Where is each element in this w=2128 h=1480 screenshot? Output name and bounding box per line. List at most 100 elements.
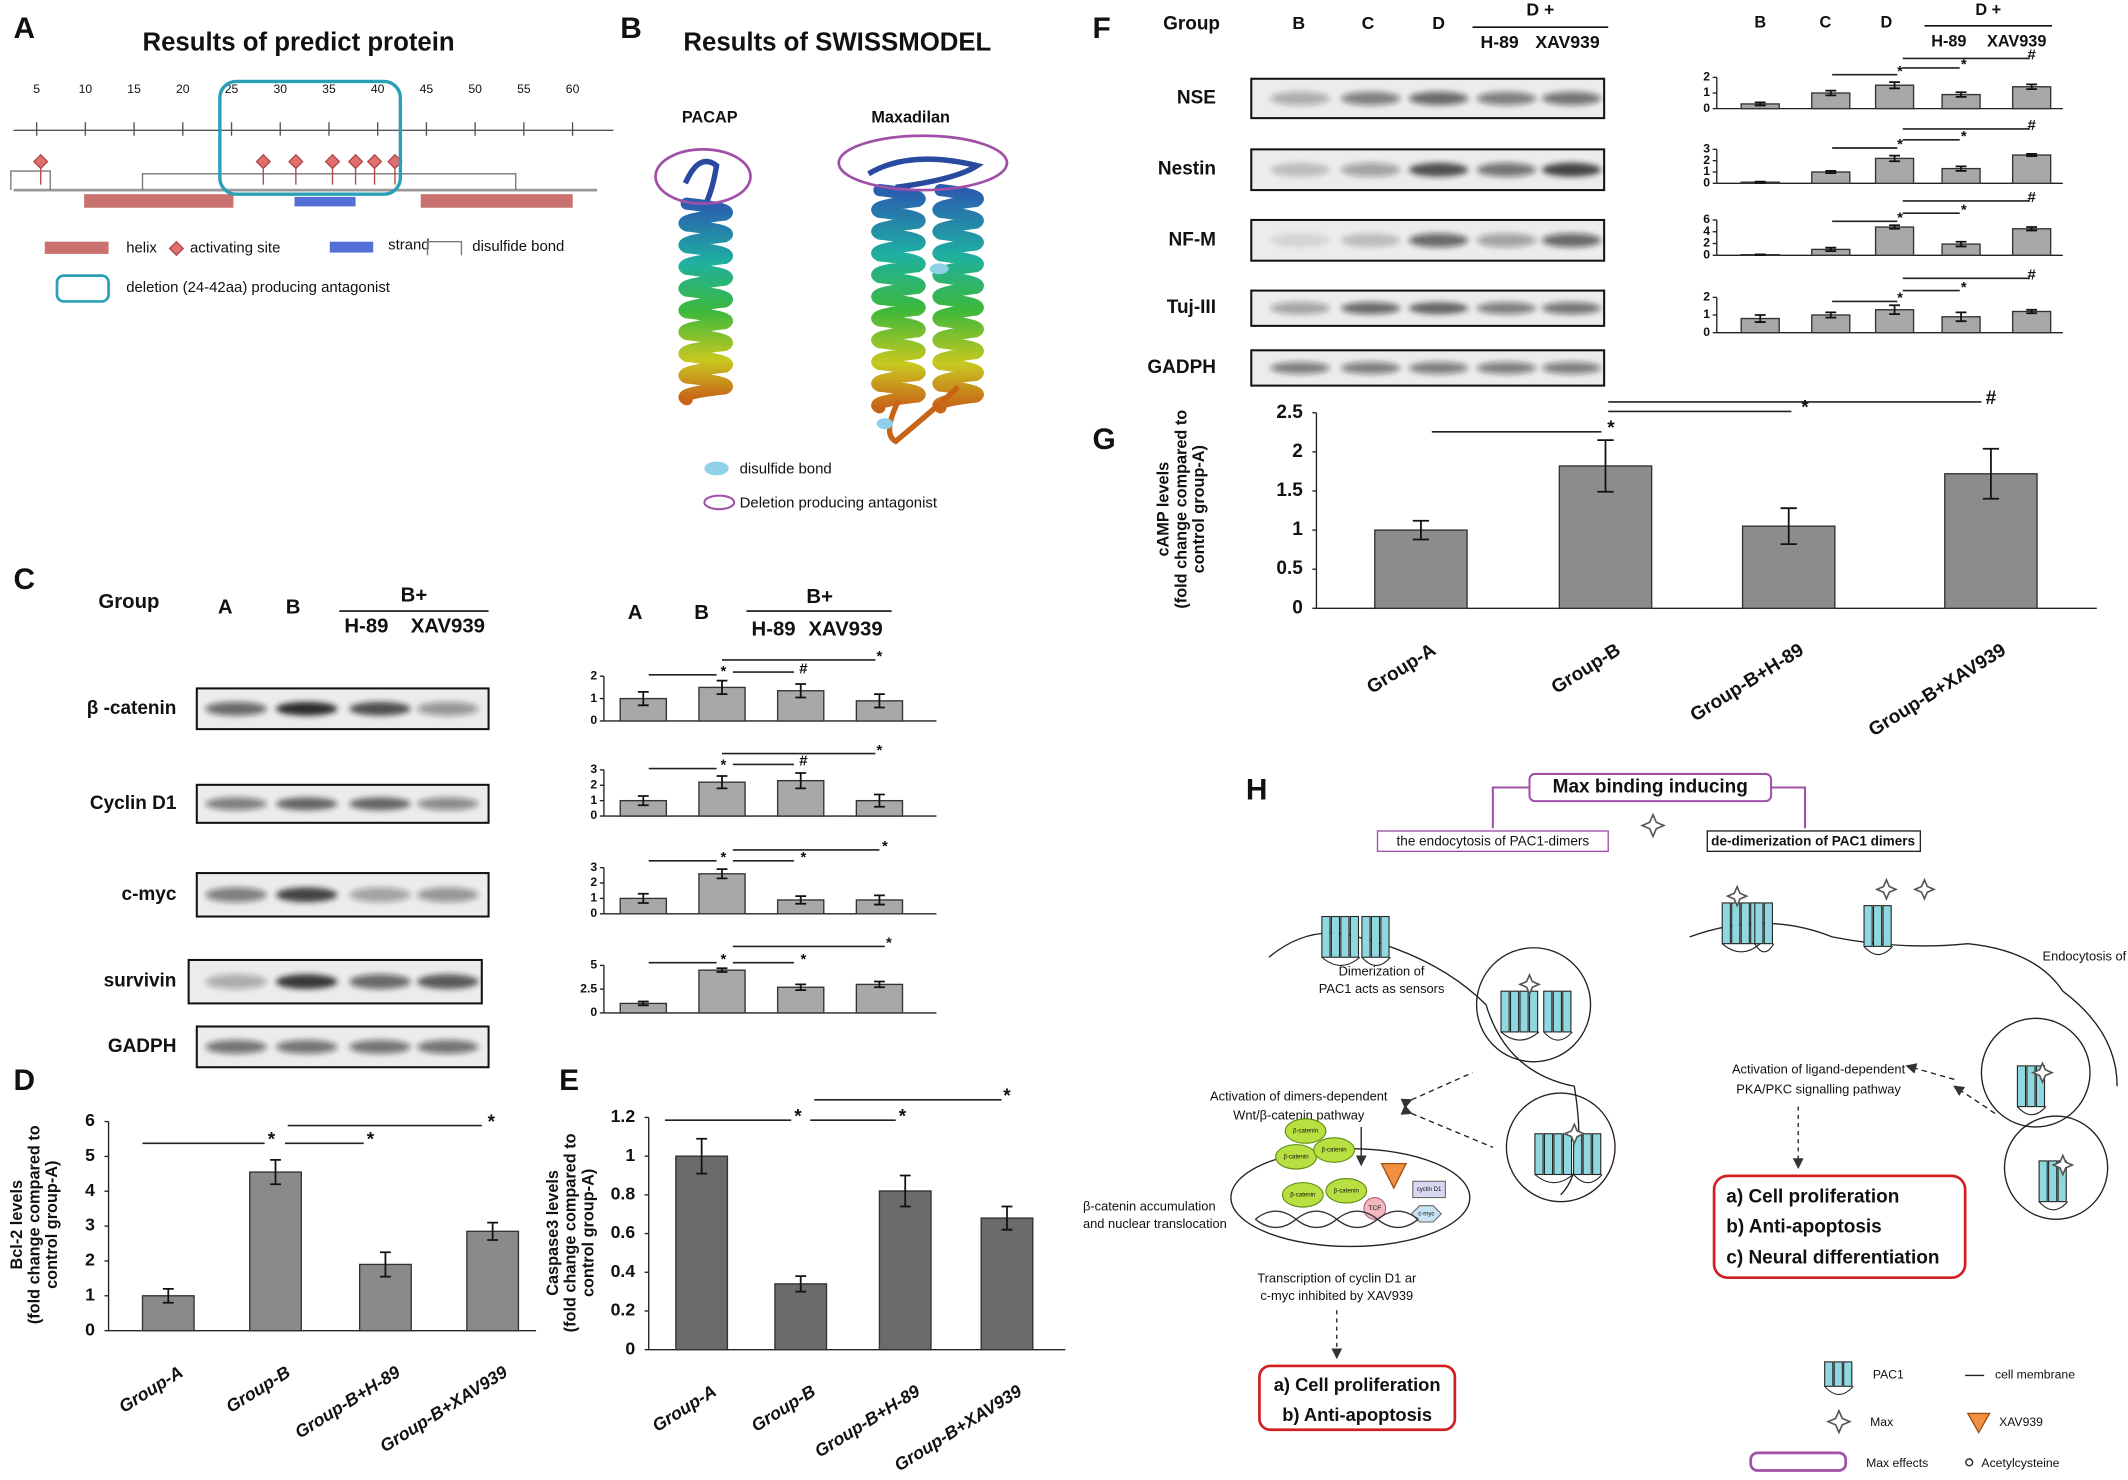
receptor-loop	[2038, 1201, 2069, 1211]
y-tick-label: 1.5	[1276, 480, 1303, 501]
bar	[2011, 154, 2052, 184]
blot-band	[275, 974, 338, 990]
outcome-text: c) Neural differentiation	[1726, 1248, 1939, 1269]
receptor-loop	[1754, 943, 1775, 953]
blot-band	[1341, 162, 1401, 177]
max-icon	[1562, 1122, 1586, 1146]
max-icon	[1874, 877, 1898, 901]
vesicle	[1475, 947, 1592, 1063]
legend-label: disulfide bond	[740, 461, 832, 478]
error-bar	[637, 795, 649, 807]
significance-label: *	[801, 951, 807, 968]
icon-label: β-catenin	[1283, 1153, 1308, 1160]
blot-band	[1341, 361, 1401, 374]
beta-catenin-icon	[1325, 1178, 1368, 1204]
error-bar	[1889, 224, 1900, 230]
legend-label: cell membrane	[1995, 1368, 2075, 1382]
pac1-receptor	[1552, 990, 1562, 1033]
ruler-tick-label: 60	[566, 82, 580, 96]
disulfide-marker	[876, 418, 893, 430]
error-bar	[1955, 311, 1967, 323]
group-header: B	[286, 597, 301, 619]
legend-swatch	[704, 461, 729, 476]
legend-label: PAC1	[1873, 1368, 1904, 1382]
icon-label: c-myc	[1418, 1210, 1434, 1217]
group-header: H-89	[1931, 32, 1966, 50]
blot-row-label: Cyclin D1	[90, 793, 177, 814]
error-bar	[1597, 439, 1614, 493]
blot-band	[276, 797, 338, 811]
significance-label: *	[1961, 201, 1967, 218]
bar	[698, 873, 746, 915]
diagram-text: Transcription of cyclin D1 ar	[1257, 1270, 1417, 1285]
error-bar	[795, 772, 807, 790]
x-tick-label: Group-B+H-89	[1687, 640, 1808, 726]
pac1-receptor	[1721, 902, 1731, 945]
outcome-box	[1258, 1364, 1457, 1432]
group-label: Group	[98, 591, 159, 613]
pac1-receptor	[1519, 990, 1529, 1033]
pac1-receptor	[1349, 915, 1360, 958]
receptor-loop	[1573, 1174, 1603, 1184]
receptor-loop	[1543, 1031, 1573, 1041]
y-tick-label: 3	[85, 1215, 95, 1235]
y-tick-label: 1	[590, 891, 597, 905]
group-header: A	[628, 602, 643, 624]
arrow	[1905, 1063, 1955, 1081]
significance-label: *	[488, 1112, 496, 1133]
blot-band	[1476, 91, 1537, 106]
error-bar	[1982, 447, 2000, 500]
y-tick-label: 3	[1703, 142, 1710, 156]
diagram-text: Wnt/β-catenin pathway	[1233, 1108, 1365, 1123]
blot-band	[1541, 162, 1602, 177]
pac1-receptor	[1509, 990, 1520, 1033]
blot-band	[1408, 91, 1469, 106]
activating-site	[288, 153, 304, 170]
legend-swatch	[703, 494, 736, 511]
bar	[2011, 310, 2052, 334]
panel-label: C	[14, 563, 36, 596]
error-bar	[899, 1174, 911, 1208]
legend-swatch	[1966, 1412, 1991, 1434]
y-axis-label: (fold change compared to	[26, 1125, 44, 1324]
group-header: XAV939	[808, 618, 882, 640]
bar	[1374, 529, 1468, 609]
y-axis-label: Caspase3 levels	[544, 1170, 562, 1296]
pac1-receptor	[1562, 1133, 1573, 1176]
bar	[698, 969, 746, 1014]
bar	[675, 1155, 729, 1351]
error-bar	[2026, 226, 2038, 232]
deletion-marker	[837, 134, 1009, 192]
legend-swatch	[1749, 1451, 1848, 1472]
pac1-receptor	[1833, 1361, 1843, 1387]
group-header: H-89	[752, 618, 796, 640]
blot-band	[1408, 361, 1469, 374]
error-bar	[1889, 154, 1900, 163]
blot-band	[1476, 233, 1537, 248]
ruler-tick-label: 50	[468, 82, 482, 96]
y-tick-label: 0.8	[611, 1184, 636, 1204]
significance-label: *	[794, 1106, 802, 1127]
y-tick-label: 2	[85, 1250, 95, 1270]
x-tick-label: Group-A	[1363, 640, 1440, 699]
error-bar	[716, 775, 728, 790]
significance-label: *	[886, 935, 892, 952]
receptor-loop	[1863, 946, 1893, 956]
x-tick-label: Group-B+XAV939	[1865, 640, 2010, 741]
ruler-tick-label: 5	[33, 82, 40, 96]
significance-label: #	[799, 660, 808, 677]
panel-title: Results of SWISSMODEL	[683, 28, 991, 56]
y-tick-label: 2	[1703, 153, 1710, 167]
blot-band	[276, 1039, 338, 1054]
y-tick-label: 5	[590, 958, 597, 972]
y-tick-label: 0	[1703, 325, 1710, 339]
pac1-receptor	[1592, 1133, 1602, 1176]
legend-label: Deletion producing antagonist	[740, 495, 938, 512]
y-tick-label: 0	[590, 808, 597, 822]
significance-label: *	[1897, 210, 1903, 227]
disulfide-marker	[929, 263, 949, 275]
error-bar	[1955, 165, 1967, 172]
icon-label: cyclin D1	[1417, 1186, 1442, 1193]
significance-label: *	[1607, 418, 1615, 439]
